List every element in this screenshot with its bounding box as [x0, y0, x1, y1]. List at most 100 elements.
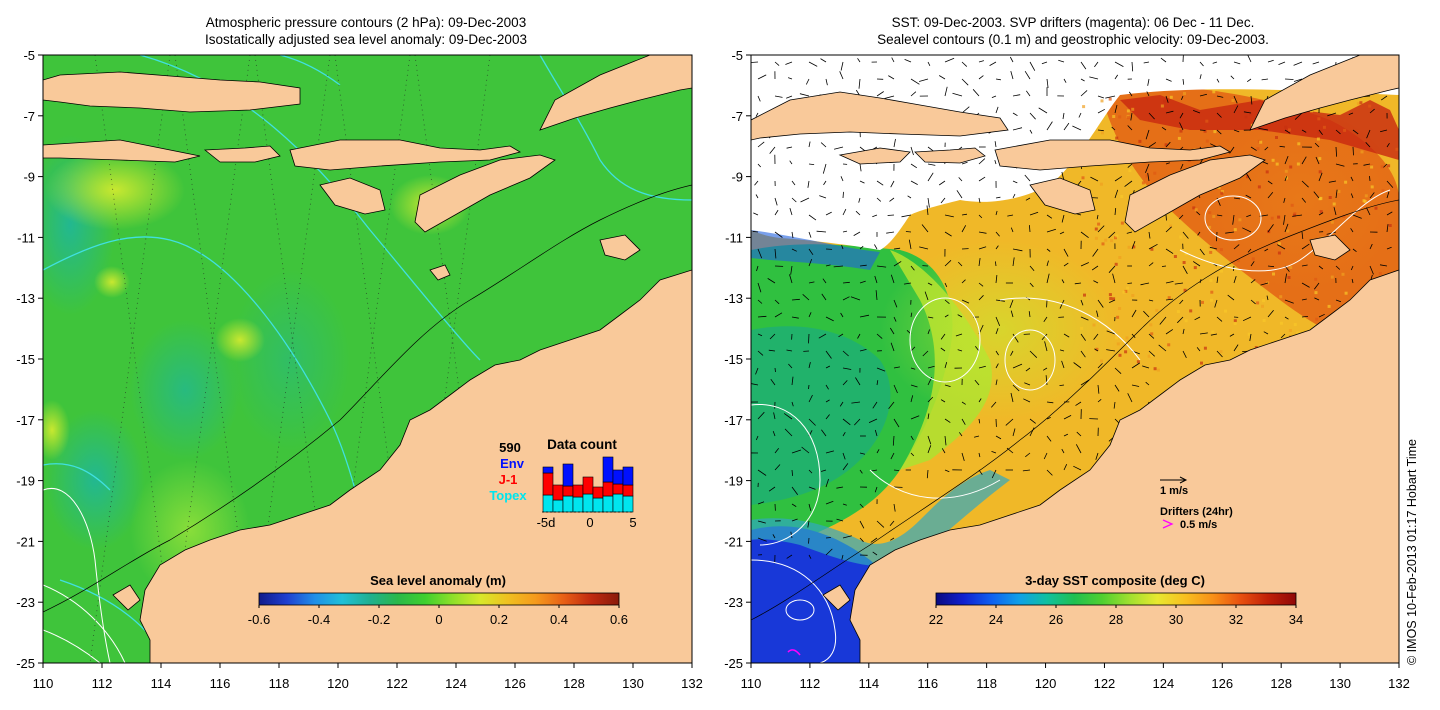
right-colorbar-ticks: 22 24 26 28 30 32 34: [929, 605, 1303, 627]
velocity-arrow: [1097, 129, 1104, 132]
velocity-arrow: [955, 333, 963, 337]
velocity-arrow: [839, 401, 844, 407]
right-north-land: [1249, 55, 1399, 131]
velocity-arrow: [889, 520, 895, 527]
sealevel-contour-1: [909, 297, 981, 383]
velocity-arrow: [1061, 279, 1065, 284]
data-count-bar-segment: [602, 481, 614, 497]
sla-low-central: [130, 320, 240, 460]
velocity-arrow: [1023, 398, 1031, 403]
velocity-arrow: [1080, 333, 1086, 341]
sst-pixel: [1081, 176, 1085, 180]
x-tick-label: 126: [504, 676, 526, 691]
sst-pixel: [1150, 247, 1154, 251]
velocity-arrow: [1293, 78, 1303, 82]
velocity-arrow: [808, 281, 815, 284]
velocity-arrow: [1024, 174, 1031, 182]
velocity-arrow: [910, 78, 920, 85]
y-tick-label: -21: [724, 534, 743, 549]
velocity-arrow: [842, 230, 848, 233]
sst-pixel: [1104, 238, 1108, 242]
velocity-arrow: [1146, 91, 1150, 97]
velocity-arrow: [1192, 110, 1201, 114]
velocity-arrow: [1266, 295, 1269, 301]
sst-pixel: [1275, 136, 1278, 139]
velocity-arrow: [784, 428, 793, 437]
sst-pixel: [1169, 95, 1173, 99]
sst-pixel: [1209, 278, 1213, 282]
sst-pixel: [1381, 189, 1385, 193]
velocity-arrow: [825, 264, 831, 267]
sst-pixel: [1127, 245, 1131, 249]
velocity-arrow: [1294, 112, 1303, 120]
sst-pixel: [1124, 350, 1128, 354]
sst-pixel: [1360, 150, 1364, 154]
velocity-arrow: [1178, 214, 1184, 220]
velocity-arrow: [893, 418, 900, 428]
y-tick-label: -23: [724, 595, 743, 610]
sst-pixel: [1259, 140, 1263, 144]
sst-pixel: [1205, 119, 1209, 123]
velocity-arrow: [978, 197, 981, 203]
velocity-arrow: [1284, 299, 1294, 304]
velocity-arrow: [842, 367, 852, 370]
velocity-arrow: [1267, 309, 1274, 318]
velocity-arrow: [859, 469, 863, 474]
velocity-arrow: [833, 146, 844, 150]
y-tick-label: -17: [724, 413, 743, 428]
velocity-arrow: [893, 503, 896, 512]
sst-pixel: [1192, 206, 1196, 210]
data-count-xlabel-left: -5d: [537, 515, 556, 530]
sealevel-contour-2: [1004, 329, 1056, 391]
velocity-arrow: [1209, 246, 1218, 250]
velocity-arrow: [805, 78, 810, 85]
velocity-arrow: [754, 180, 759, 186]
data-count-total: 590: [499, 440, 521, 455]
velocity-arrow: [1179, 122, 1184, 131]
velocity-arrow: [1165, 226, 1172, 233]
velocity-arrow: [1148, 142, 1157, 148]
velocity-arrow: [1161, 265, 1167, 267]
velocity-arrow: [1046, 78, 1049, 88]
y-tick-label: -9: [731, 170, 743, 185]
velocity-arrow: [957, 349, 963, 352]
legend-j1: J-1: [499, 472, 518, 487]
velocity-arrow: [1097, 384, 1100, 394]
bathymetry-contour: [43, 184, 692, 613]
velocity-arrow: [1229, 146, 1235, 154]
velocity-arrow: [1212, 61, 1218, 64]
velocity-arrow: [1080, 316, 1089, 321]
right-colorbar: [935, 592, 1297, 606]
velocity-arrow: [1063, 415, 1072, 420]
velocity-arrow: [1197, 231, 1201, 236]
velocity-arrow: [978, 176, 986, 182]
velocity-arrow: [1012, 112, 1018, 117]
velocity-arrow: [995, 245, 999, 250]
sst-pixel: [1115, 136, 1119, 140]
velocity-arrow: [1096, 310, 1099, 318]
velocity-arrow: [1383, 163, 1388, 168]
velocity-arrow: [1216, 214, 1223, 217]
velocity-arrow: [1165, 214, 1167, 221]
velocity-arrow: [820, 142, 827, 148]
sla-contour-white-2: [43, 584, 126, 663]
velocity-arrow: [1028, 311, 1031, 318]
sst-pixel: [1118, 307, 1122, 310]
velocity-arrow: [1148, 112, 1155, 120]
velocity-arrow: [842, 191, 844, 199]
sst-pixel: [1270, 216, 1274, 220]
data-count-bar-segment: [602, 456, 614, 483]
sst-pixel: [1314, 277, 1318, 281]
sst-pixel: [1149, 323, 1153, 327]
data-count-bar-segment: [612, 483, 624, 495]
pressure-contour-4: [539, 55, 692, 201]
sst-pixel: [1126, 109, 1130, 113]
velocity-arrow: [842, 350, 849, 357]
y-tick-label: -5: [731, 48, 743, 63]
right-panel: SST: 09-Dec-2003. SVP drifters (magenta)…: [724, 15, 1410, 691]
velocity-arrow: [978, 452, 981, 458]
velocity-arrow: [1366, 207, 1371, 216]
velocity-arrow: [808, 503, 812, 511]
velocity-arrow: [1246, 78, 1252, 83]
sst-pixel: [1110, 239, 1114, 243]
